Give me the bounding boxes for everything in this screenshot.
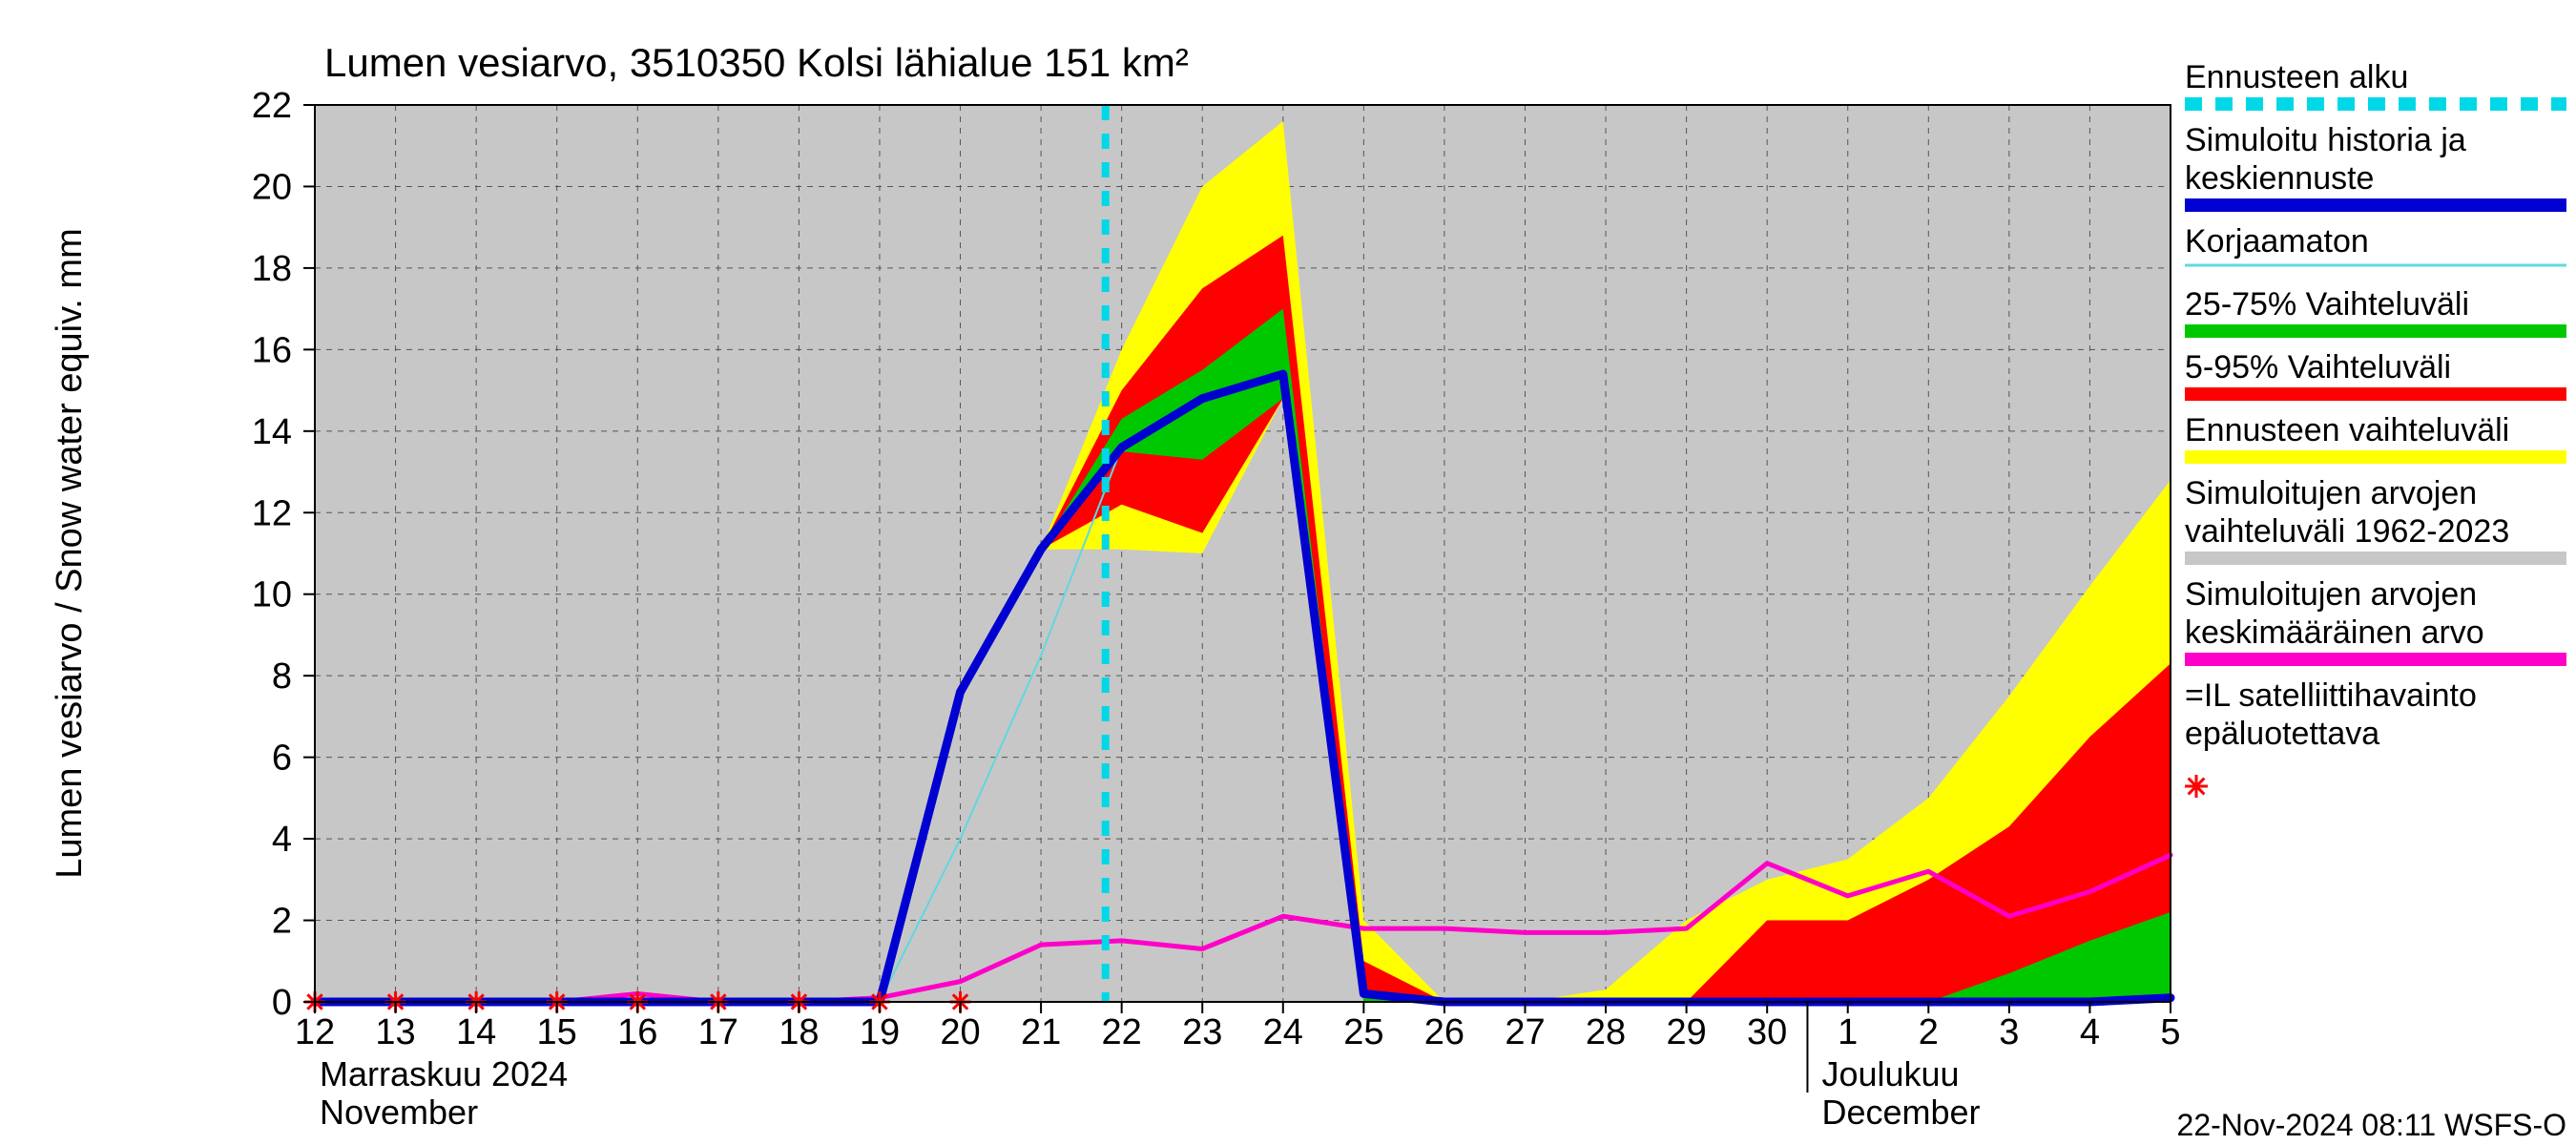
x-tick-label: 14: [456, 1012, 496, 1052]
legend-label: Simuloitujen arvojen: [2185, 576, 2477, 613]
legend-label: =IL satelliittihavainto: [2185, 677, 2477, 714]
y-tick-label: 6: [272, 739, 292, 779]
y-tick-label: 20: [252, 167, 292, 207]
y-tick-label: 14: [252, 412, 292, 452]
x-tick-label: 4: [2080, 1012, 2100, 1052]
y-axis-label: Lumen vesiarvo / Snow water equiv. mm: [50, 228, 90, 878]
legend-label: keskimääräinen arvo: [2185, 614, 2484, 651]
legend-label: epäluotettava: [2185, 716, 2379, 752]
y-tick-label: 16: [252, 330, 292, 370]
x-tick-label: 12: [295, 1012, 335, 1052]
x-tick-label: 26: [1424, 1012, 1465, 1052]
x-tick-label: 3: [1999, 1012, 2019, 1052]
y-tick-label: 10: [252, 575, 292, 615]
x-tick-label: 13: [375, 1012, 415, 1052]
legend-label: Simuloitujen arvojen: [2185, 475, 2477, 511]
x-tick-label: 19: [860, 1012, 900, 1052]
x-tick-label: 24: [1263, 1012, 1303, 1052]
legend-label: keskiennuste: [2185, 160, 2374, 197]
legend-label: Ennusteen vaihteluväli: [2185, 412, 2509, 448]
x-tick-label: 30: [1747, 1012, 1787, 1052]
y-tick-label: 8: [272, 656, 292, 697]
month1-en: November: [320, 1093, 478, 1132]
x-tick-label: 20: [940, 1012, 980, 1052]
x-tick-label: 21: [1021, 1012, 1061, 1052]
legend-star: [2185, 775, 2208, 798]
y-tick-label: 18: [252, 249, 292, 289]
legend-label: 25-75% Vaihteluväli: [2185, 286, 2469, 323]
x-tick-label: 28: [1586, 1012, 1626, 1052]
y-tick-label: 2: [272, 902, 292, 942]
y-tick-label: 12: [252, 493, 292, 533]
month2-fi: Joulukuu: [1821, 1054, 1959, 1093]
y-tick-label: 22: [252, 86, 292, 126]
x-tick-label: 29: [1666, 1012, 1706, 1052]
x-tick-label: 22: [1102, 1012, 1142, 1052]
x-tick-label: 25: [1343, 1012, 1383, 1052]
x-tick-label: 17: [698, 1012, 738, 1052]
chart-title: Lumen vesiarvo, 3510350 Kolsi lähialue 1…: [324, 40, 1189, 85]
y-tick-label: 4: [272, 820, 292, 860]
legend-label: Simuloitu historia ja: [2185, 122, 2466, 158]
x-tick-label: 2: [1919, 1012, 1939, 1052]
x-tick-label: 1: [1838, 1012, 1858, 1052]
chart-container: 0246810121416182022121314151617181920212…: [0, 0, 2576, 1145]
x-tick-label: 5: [2160, 1012, 2180, 1052]
month2-en: December: [1821, 1093, 1980, 1132]
legend-label: 5-95% Vaihteluväli: [2185, 349, 2451, 385]
x-tick-label: 18: [779, 1012, 819, 1052]
x-tick-label: 16: [617, 1012, 657, 1052]
legend-label: Korjaamaton: [2185, 223, 2369, 260]
month1-fi: Marraskuu 2024: [320, 1054, 568, 1093]
chart-svg: 0246810121416182022121314151617181920212…: [0, 0, 2576, 1145]
x-tick-label: 23: [1182, 1012, 1222, 1052]
legend-label: vaihteluväli 1962-2023: [2185, 513, 2509, 550]
x-tick-label: 15: [537, 1012, 577, 1052]
legend-label: Ennusteen alku: [2185, 59, 2408, 95]
y-tick-label: 0: [272, 983, 292, 1023]
footer-timestamp: 22-Nov-2024 08:11 WSFS-O: [2177, 1108, 2566, 1142]
x-tick-label: 27: [1505, 1012, 1545, 1052]
legend: Ennusteen alkuSimuloitu historia jakeski…: [2185, 59, 2566, 798]
